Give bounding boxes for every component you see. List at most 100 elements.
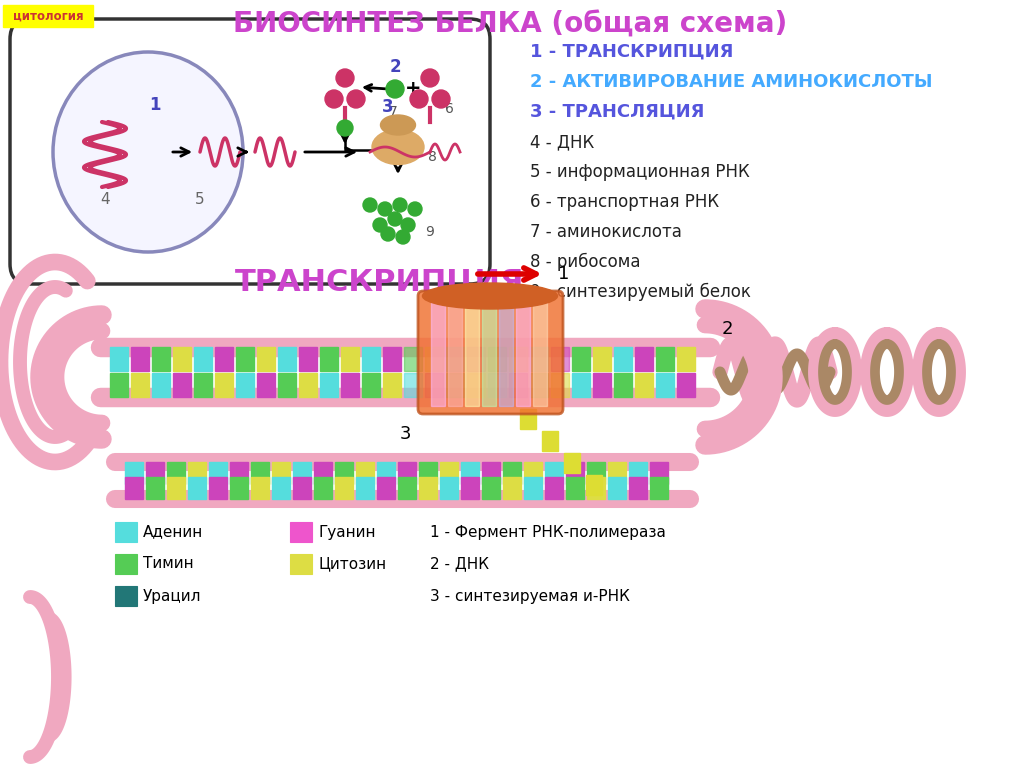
Bar bbox=[542, 431, 558, 451]
Bar bbox=[499, 301, 513, 406]
Bar bbox=[551, 373, 569, 397]
Bar bbox=[608, 477, 626, 499]
Bar bbox=[299, 373, 317, 397]
Bar bbox=[278, 373, 296, 397]
Bar bbox=[383, 373, 401, 397]
Ellipse shape bbox=[372, 130, 424, 164]
Circle shape bbox=[421, 69, 439, 87]
Bar bbox=[572, 347, 590, 371]
Circle shape bbox=[432, 90, 450, 108]
Circle shape bbox=[393, 198, 407, 212]
Bar bbox=[656, 373, 674, 397]
Circle shape bbox=[386, 80, 404, 98]
Bar bbox=[335, 462, 353, 484]
Bar bbox=[545, 462, 563, 484]
Bar bbox=[167, 462, 185, 484]
Bar bbox=[431, 301, 445, 406]
Bar bbox=[152, 347, 170, 371]
Bar bbox=[257, 373, 275, 397]
Bar bbox=[656, 347, 674, 371]
Text: 6: 6 bbox=[445, 102, 454, 116]
Ellipse shape bbox=[423, 283, 557, 309]
Bar bbox=[503, 462, 521, 484]
Ellipse shape bbox=[53, 52, 243, 252]
Text: 8: 8 bbox=[428, 150, 437, 164]
Bar bbox=[362, 373, 380, 397]
Bar bbox=[593, 373, 611, 397]
Bar bbox=[419, 477, 437, 499]
Bar bbox=[446, 373, 464, 397]
Bar bbox=[520, 409, 536, 429]
Bar bbox=[152, 373, 170, 397]
Text: +: + bbox=[404, 80, 421, 98]
Circle shape bbox=[373, 218, 387, 232]
Bar bbox=[404, 347, 422, 371]
Text: 3: 3 bbox=[399, 425, 411, 443]
Bar bbox=[650, 477, 668, 499]
Text: 3 - ТРАНСЛЯЦИЯ: 3 - ТРАНСЛЯЦИЯ bbox=[530, 103, 705, 121]
Bar bbox=[614, 347, 632, 371]
Bar bbox=[125, 462, 143, 484]
Text: 1 - Фермент РНК-полимераза: 1 - Фермент РНК-полимераза bbox=[430, 525, 666, 539]
Bar bbox=[677, 373, 695, 397]
Bar bbox=[314, 462, 332, 484]
Bar bbox=[572, 373, 590, 397]
Text: Урацил: Урацил bbox=[143, 588, 202, 604]
Bar bbox=[272, 477, 290, 499]
Bar bbox=[467, 373, 485, 397]
Bar bbox=[440, 462, 458, 484]
Bar bbox=[593, 347, 611, 371]
Bar bbox=[188, 462, 206, 484]
Bar bbox=[614, 373, 632, 397]
Bar bbox=[677, 347, 695, 371]
Bar bbox=[3, 5, 93, 27]
Bar bbox=[629, 477, 647, 499]
Bar bbox=[503, 477, 521, 499]
Bar bbox=[440, 477, 458, 499]
FancyBboxPatch shape bbox=[10, 19, 490, 284]
Bar bbox=[524, 477, 542, 499]
Circle shape bbox=[410, 90, 428, 108]
Bar bbox=[230, 477, 248, 499]
Bar bbox=[319, 373, 338, 397]
Bar bbox=[110, 347, 128, 371]
Bar bbox=[290, 522, 312, 542]
Bar bbox=[131, 373, 150, 397]
Text: Цитозин: Цитозин bbox=[318, 557, 386, 571]
Bar bbox=[377, 462, 395, 484]
Bar bbox=[635, 347, 653, 371]
Bar bbox=[629, 462, 647, 484]
Bar bbox=[516, 301, 530, 406]
Bar bbox=[488, 373, 506, 397]
Bar bbox=[110, 373, 128, 397]
Bar bbox=[215, 373, 233, 397]
Bar bbox=[356, 477, 374, 499]
Bar bbox=[257, 347, 275, 371]
Bar bbox=[341, 373, 359, 397]
Bar bbox=[383, 347, 401, 371]
Circle shape bbox=[336, 69, 354, 87]
FancyBboxPatch shape bbox=[418, 291, 563, 414]
Text: Гуанин: Гуанин bbox=[318, 525, 376, 539]
Bar bbox=[236, 373, 254, 397]
Circle shape bbox=[401, 218, 415, 232]
Bar bbox=[449, 301, 462, 406]
Bar bbox=[209, 477, 227, 499]
Text: 1: 1 bbox=[150, 96, 161, 114]
Text: 5: 5 bbox=[196, 192, 205, 206]
Bar bbox=[650, 462, 668, 484]
Text: 8 - рибосома: 8 - рибосома bbox=[530, 253, 640, 271]
Bar bbox=[188, 477, 206, 499]
Bar bbox=[194, 373, 212, 397]
Text: 7 - аминокислота: 7 - аминокислота bbox=[530, 223, 682, 241]
Bar bbox=[115, 586, 137, 606]
Bar bbox=[587, 462, 605, 484]
Text: 1: 1 bbox=[558, 265, 569, 283]
Text: 3: 3 bbox=[382, 98, 394, 116]
Bar bbox=[293, 462, 311, 484]
Bar bbox=[251, 462, 269, 484]
Bar bbox=[341, 347, 359, 371]
Bar bbox=[446, 347, 464, 371]
Bar bbox=[425, 347, 443, 371]
Text: Тимин: Тимин bbox=[143, 557, 194, 571]
